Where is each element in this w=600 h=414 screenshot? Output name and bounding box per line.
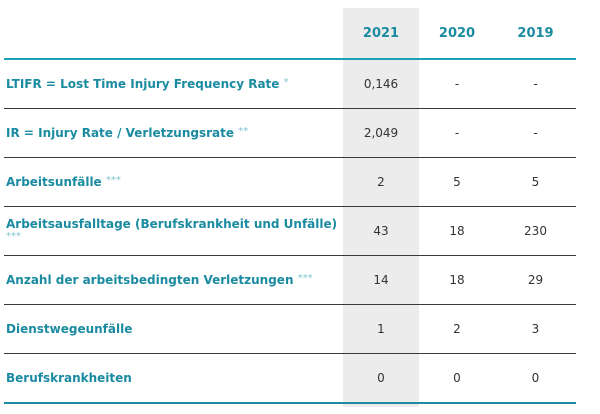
safety-statistics-table-container: 2021 2020 2019 LTIFR = Lost Time Injury … <box>4 8 576 407</box>
table-row: Arbeitsausfalltage (Berufskrankheit und … <box>4 206 576 256</box>
value-2020: 5 <box>419 157 495 207</box>
value-2019: 5 <box>495 157 576 207</box>
footnote-marker: *** <box>297 273 313 284</box>
header-year-2021: 2021 <box>343 8 419 60</box>
row-label: Berufskrankheiten <box>4 353 343 404</box>
row-label-text: IR = Injury Rate / Verletzungsrate <box>6 126 235 140</box>
row-label: IR = Injury Rate / Verletzungsrate ** <box>4 108 343 158</box>
footnote-marker: ** <box>238 126 249 137</box>
value-2019: 0 <box>495 353 576 404</box>
value-2020: 18 <box>419 255 495 305</box>
value-2021: 2 <box>343 157 419 207</box>
value-2019: 230 <box>495 206 576 256</box>
value-2019: - <box>495 108 576 158</box>
value-2020: - <box>419 59 495 109</box>
value-2021: 43 <box>343 206 419 256</box>
header-year-2020: 2020 <box>419 8 495 60</box>
value-2021: 2,049 <box>343 108 419 158</box>
row-label: LTIFR = Lost Time Injury Frequency Rate … <box>4 59 343 109</box>
value-2020: 2 <box>419 304 495 354</box>
table-row: Dienstwegeunfälle 1 2 3 <box>4 304 576 354</box>
table-row: Anzahl der arbeitsbedingten Verletzungen… <box>4 255 576 305</box>
footnote-marker: * <box>283 77 289 88</box>
table-header-row: 2021 2020 2019 <box>4 8 576 60</box>
header-label-cell <box>4 8 343 60</box>
row-label-text: Arbeitsunfälle <box>6 175 102 189</box>
row-label: Arbeitsunfälle *** <box>4 157 343 207</box>
safety-statistics-table: 2021 2020 2019 LTIFR = Lost Time Injury … <box>4 8 576 404</box>
row-label: Dienstwegeunfälle <box>4 304 343 354</box>
row-label: Anzahl der arbeitsbedingten Verletzungen… <box>4 255 343 305</box>
table-row: LTIFR = Lost Time Injury Frequency Rate … <box>4 59 576 109</box>
value-2021: 0,146 <box>343 59 419 109</box>
value-2021: 0 <box>343 353 419 404</box>
value-2020: 0 <box>419 353 495 404</box>
value-2020: - <box>419 108 495 158</box>
value-2021: 14 <box>343 255 419 305</box>
footnote-marker: *** <box>6 231 21 242</box>
value-2020: 18 <box>419 206 495 256</box>
value-2019: - <box>495 59 576 109</box>
row-label: Arbeitsausfalltage (Berufskrankheit und … <box>4 206 343 256</box>
row-label-text: Berufskrankheiten <box>6 371 132 385</box>
row-label-text: Anzahl der arbeitsbedingten Verletzungen <box>6 273 294 287</box>
footnote-marker: *** <box>105 175 121 186</box>
row-label-text: Dienstwegeunfälle <box>6 322 133 336</box>
row-label-text: LTIFR = Lost Time Injury Frequency Rate <box>6 77 280 91</box>
value-2019: 3 <box>495 304 576 354</box>
value-2019: 29 <box>495 255 576 305</box>
table-row: Berufskrankheiten 0 0 0 <box>4 353 576 404</box>
table-row: IR = Injury Rate / Verletzungsrate ** 2,… <box>4 108 576 158</box>
header-year-2019: 2019 <box>495 8 576 60</box>
table-row: Arbeitsunfälle *** 2 5 5 <box>4 157 576 207</box>
row-label-text: Arbeitsausfalltage (Berufskrankheit und … <box>6 217 338 231</box>
value-2021: 1 <box>343 304 419 354</box>
